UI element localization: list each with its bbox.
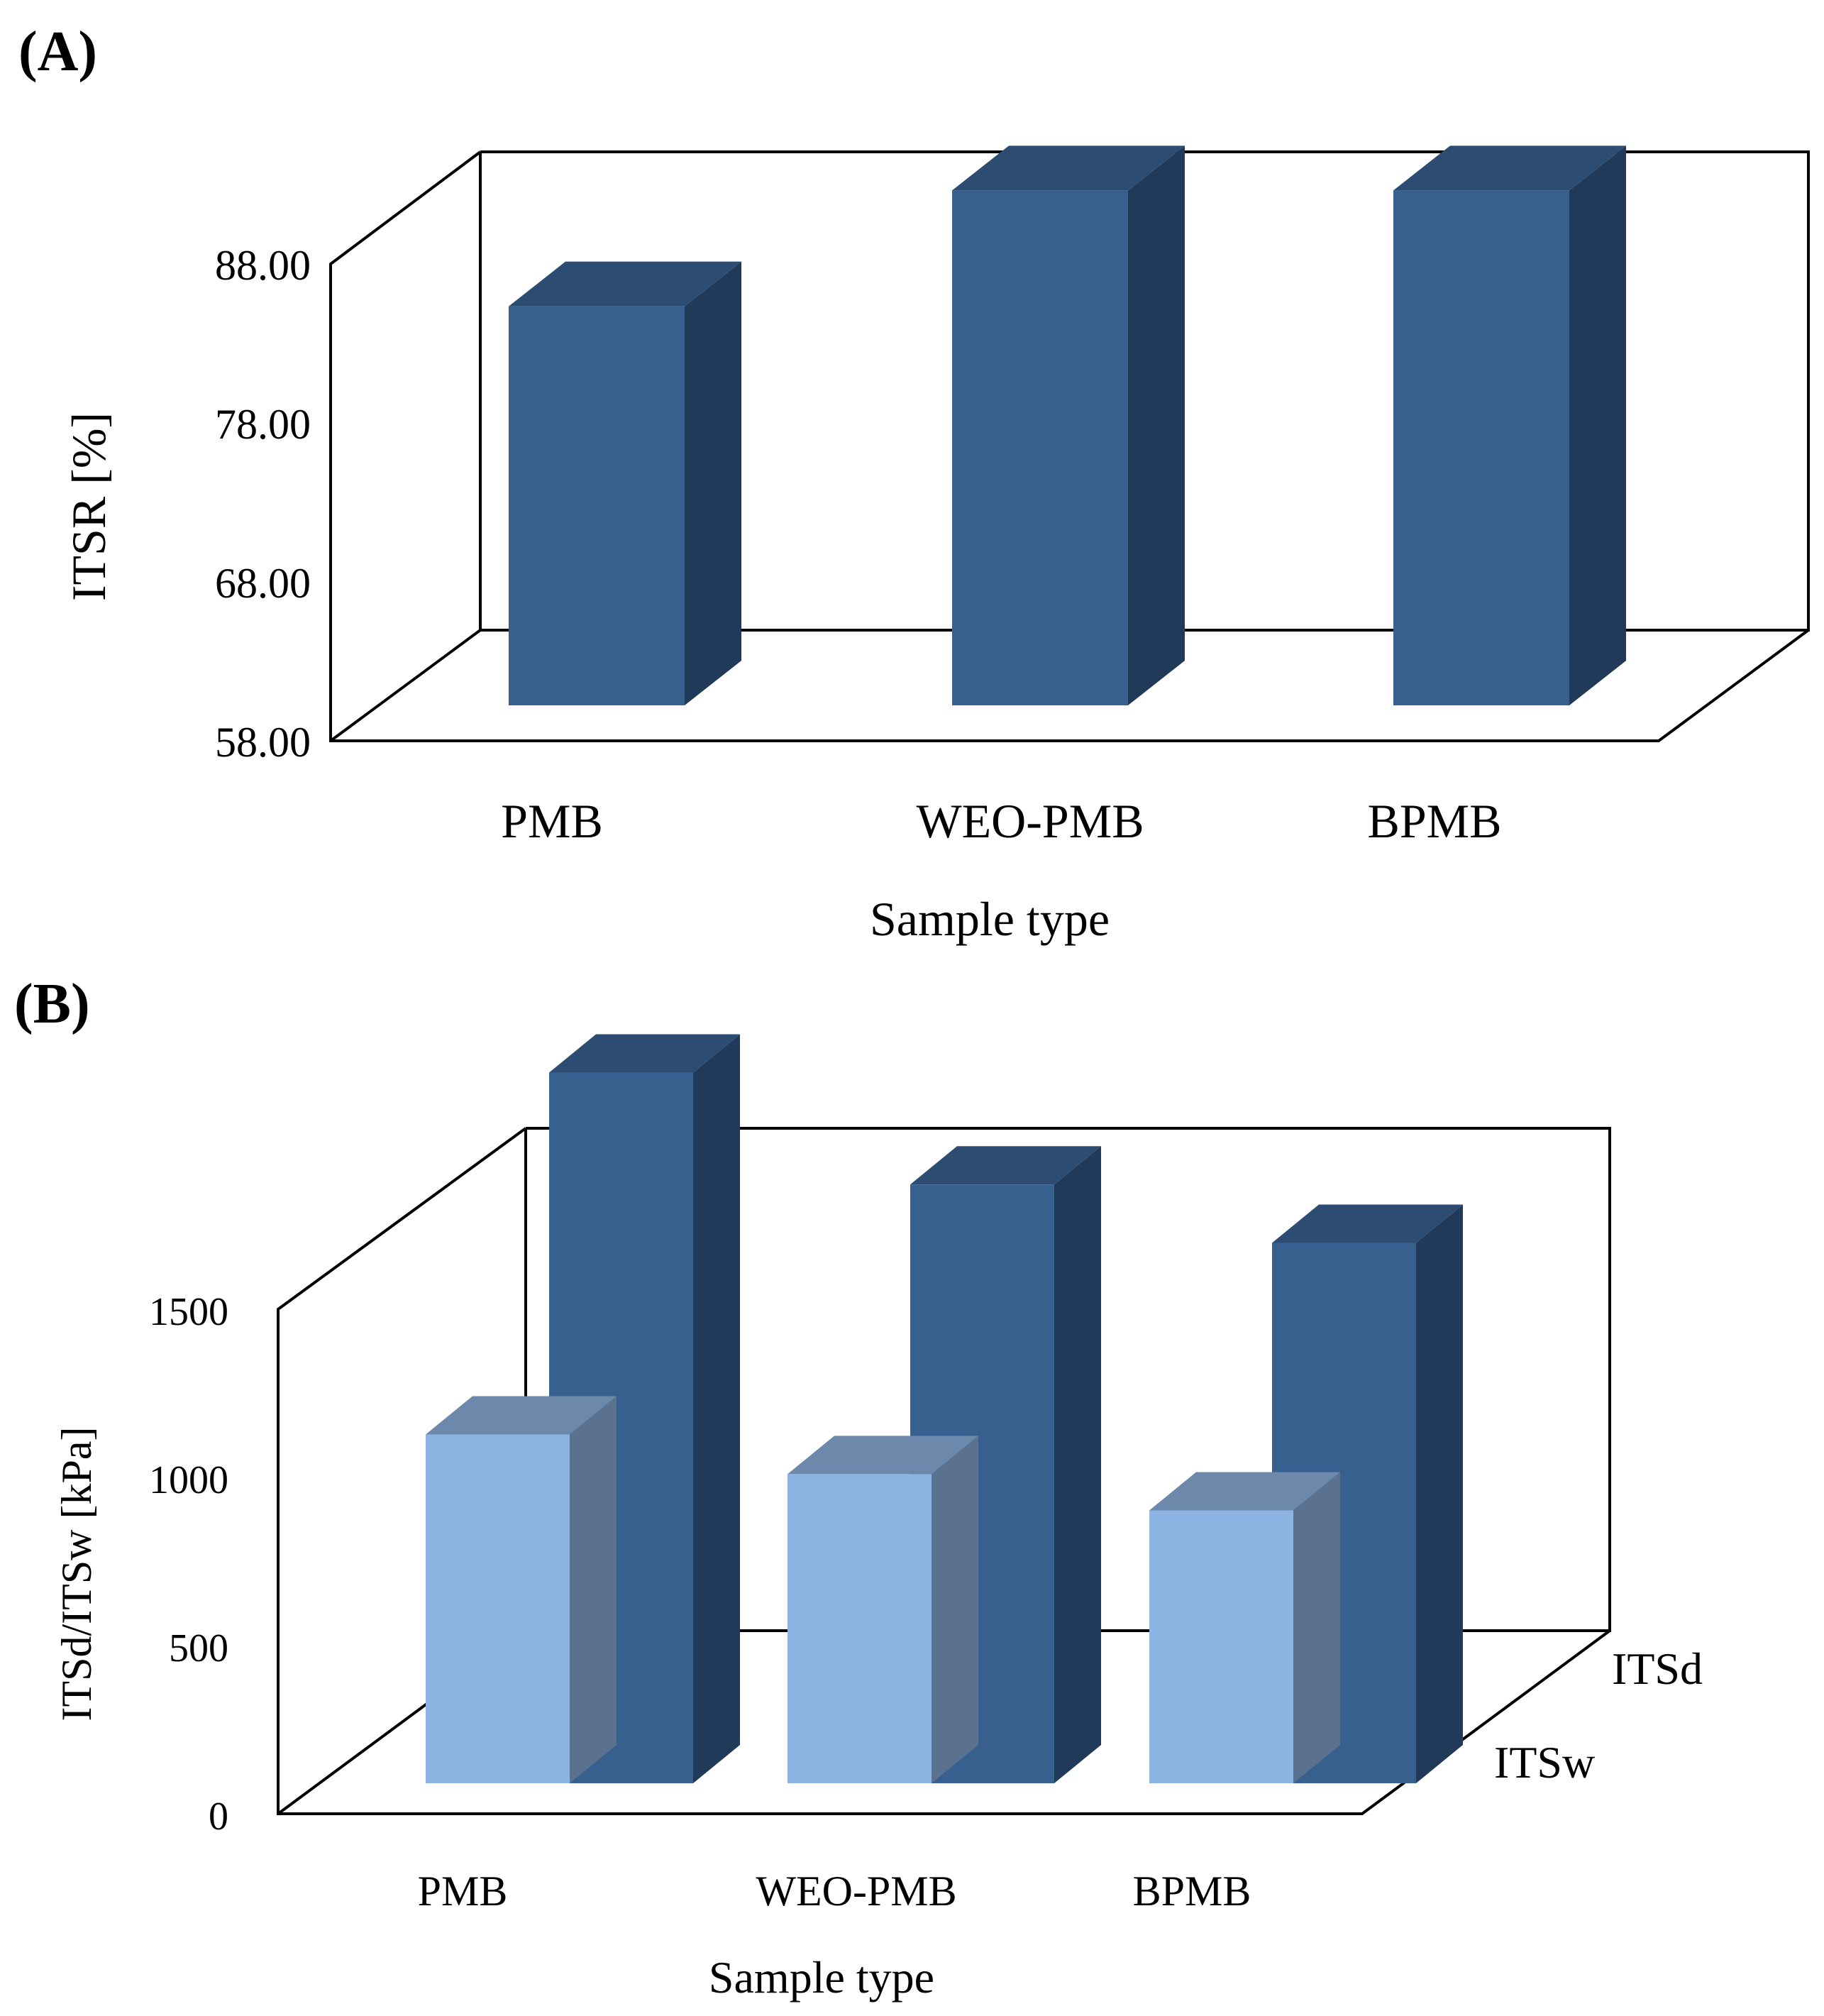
bar-weo-pmb xyxy=(952,145,1185,706)
x-axis-title: Sample type xyxy=(709,1952,934,2003)
bar-bpmb xyxy=(1393,145,1626,706)
y-tick-label: 88.00 xyxy=(215,242,311,289)
y-tick-label: 58.00 xyxy=(215,719,311,766)
x-tick-label: WEO-PMB xyxy=(756,1868,956,1915)
y-tick-label: 68.00 xyxy=(215,560,311,607)
panel-a-label: (A) xyxy=(18,21,98,83)
y-tick-label: 500 xyxy=(169,1626,228,1670)
y-axis-title: ITSd/ITSw [kPa] xyxy=(53,1427,100,1722)
its-chart: 0 500 1000 1500 PMB WEO-PMB BPMB Sample type ITS… xyxy=(53,1034,1703,2003)
depth-label-itsw: ITSw xyxy=(1494,1737,1595,1788)
x-tick-label: BPMB xyxy=(1368,794,1502,848)
x-tick-label: PMB xyxy=(501,794,603,848)
x-tick-label: PMB xyxy=(418,1868,508,1915)
bar-itsw-bpmb xyxy=(1149,1472,1340,1783)
x-axis-title: Sample type xyxy=(870,892,1110,946)
bar-pmb xyxy=(509,261,741,706)
y-axis-title: ITSR [%] xyxy=(62,412,116,601)
y-tick-label: 1500 xyxy=(149,1290,228,1334)
plot-frame xyxy=(329,150,1810,742)
bar-itsw-weo-pmb xyxy=(787,1436,978,1783)
y-tick-label: 0 xyxy=(209,1795,228,1839)
x-tick-label: BPMB xyxy=(1133,1868,1251,1915)
y-tick-label: 78.00 xyxy=(215,401,311,448)
bar-itsw-pmb xyxy=(426,1396,617,1783)
panel-b-label: (B) xyxy=(14,973,90,1035)
depth-label-itsd: ITSd xyxy=(1612,1643,1703,1694)
x-tick-label: WEO-PMB xyxy=(916,794,1144,848)
itsr-chart: 58.00 68.00 78.00 88.00 PMB WEO-PMB BPMB Sample… xyxy=(62,145,1810,946)
y-tick-label: 1000 xyxy=(149,1458,228,1502)
